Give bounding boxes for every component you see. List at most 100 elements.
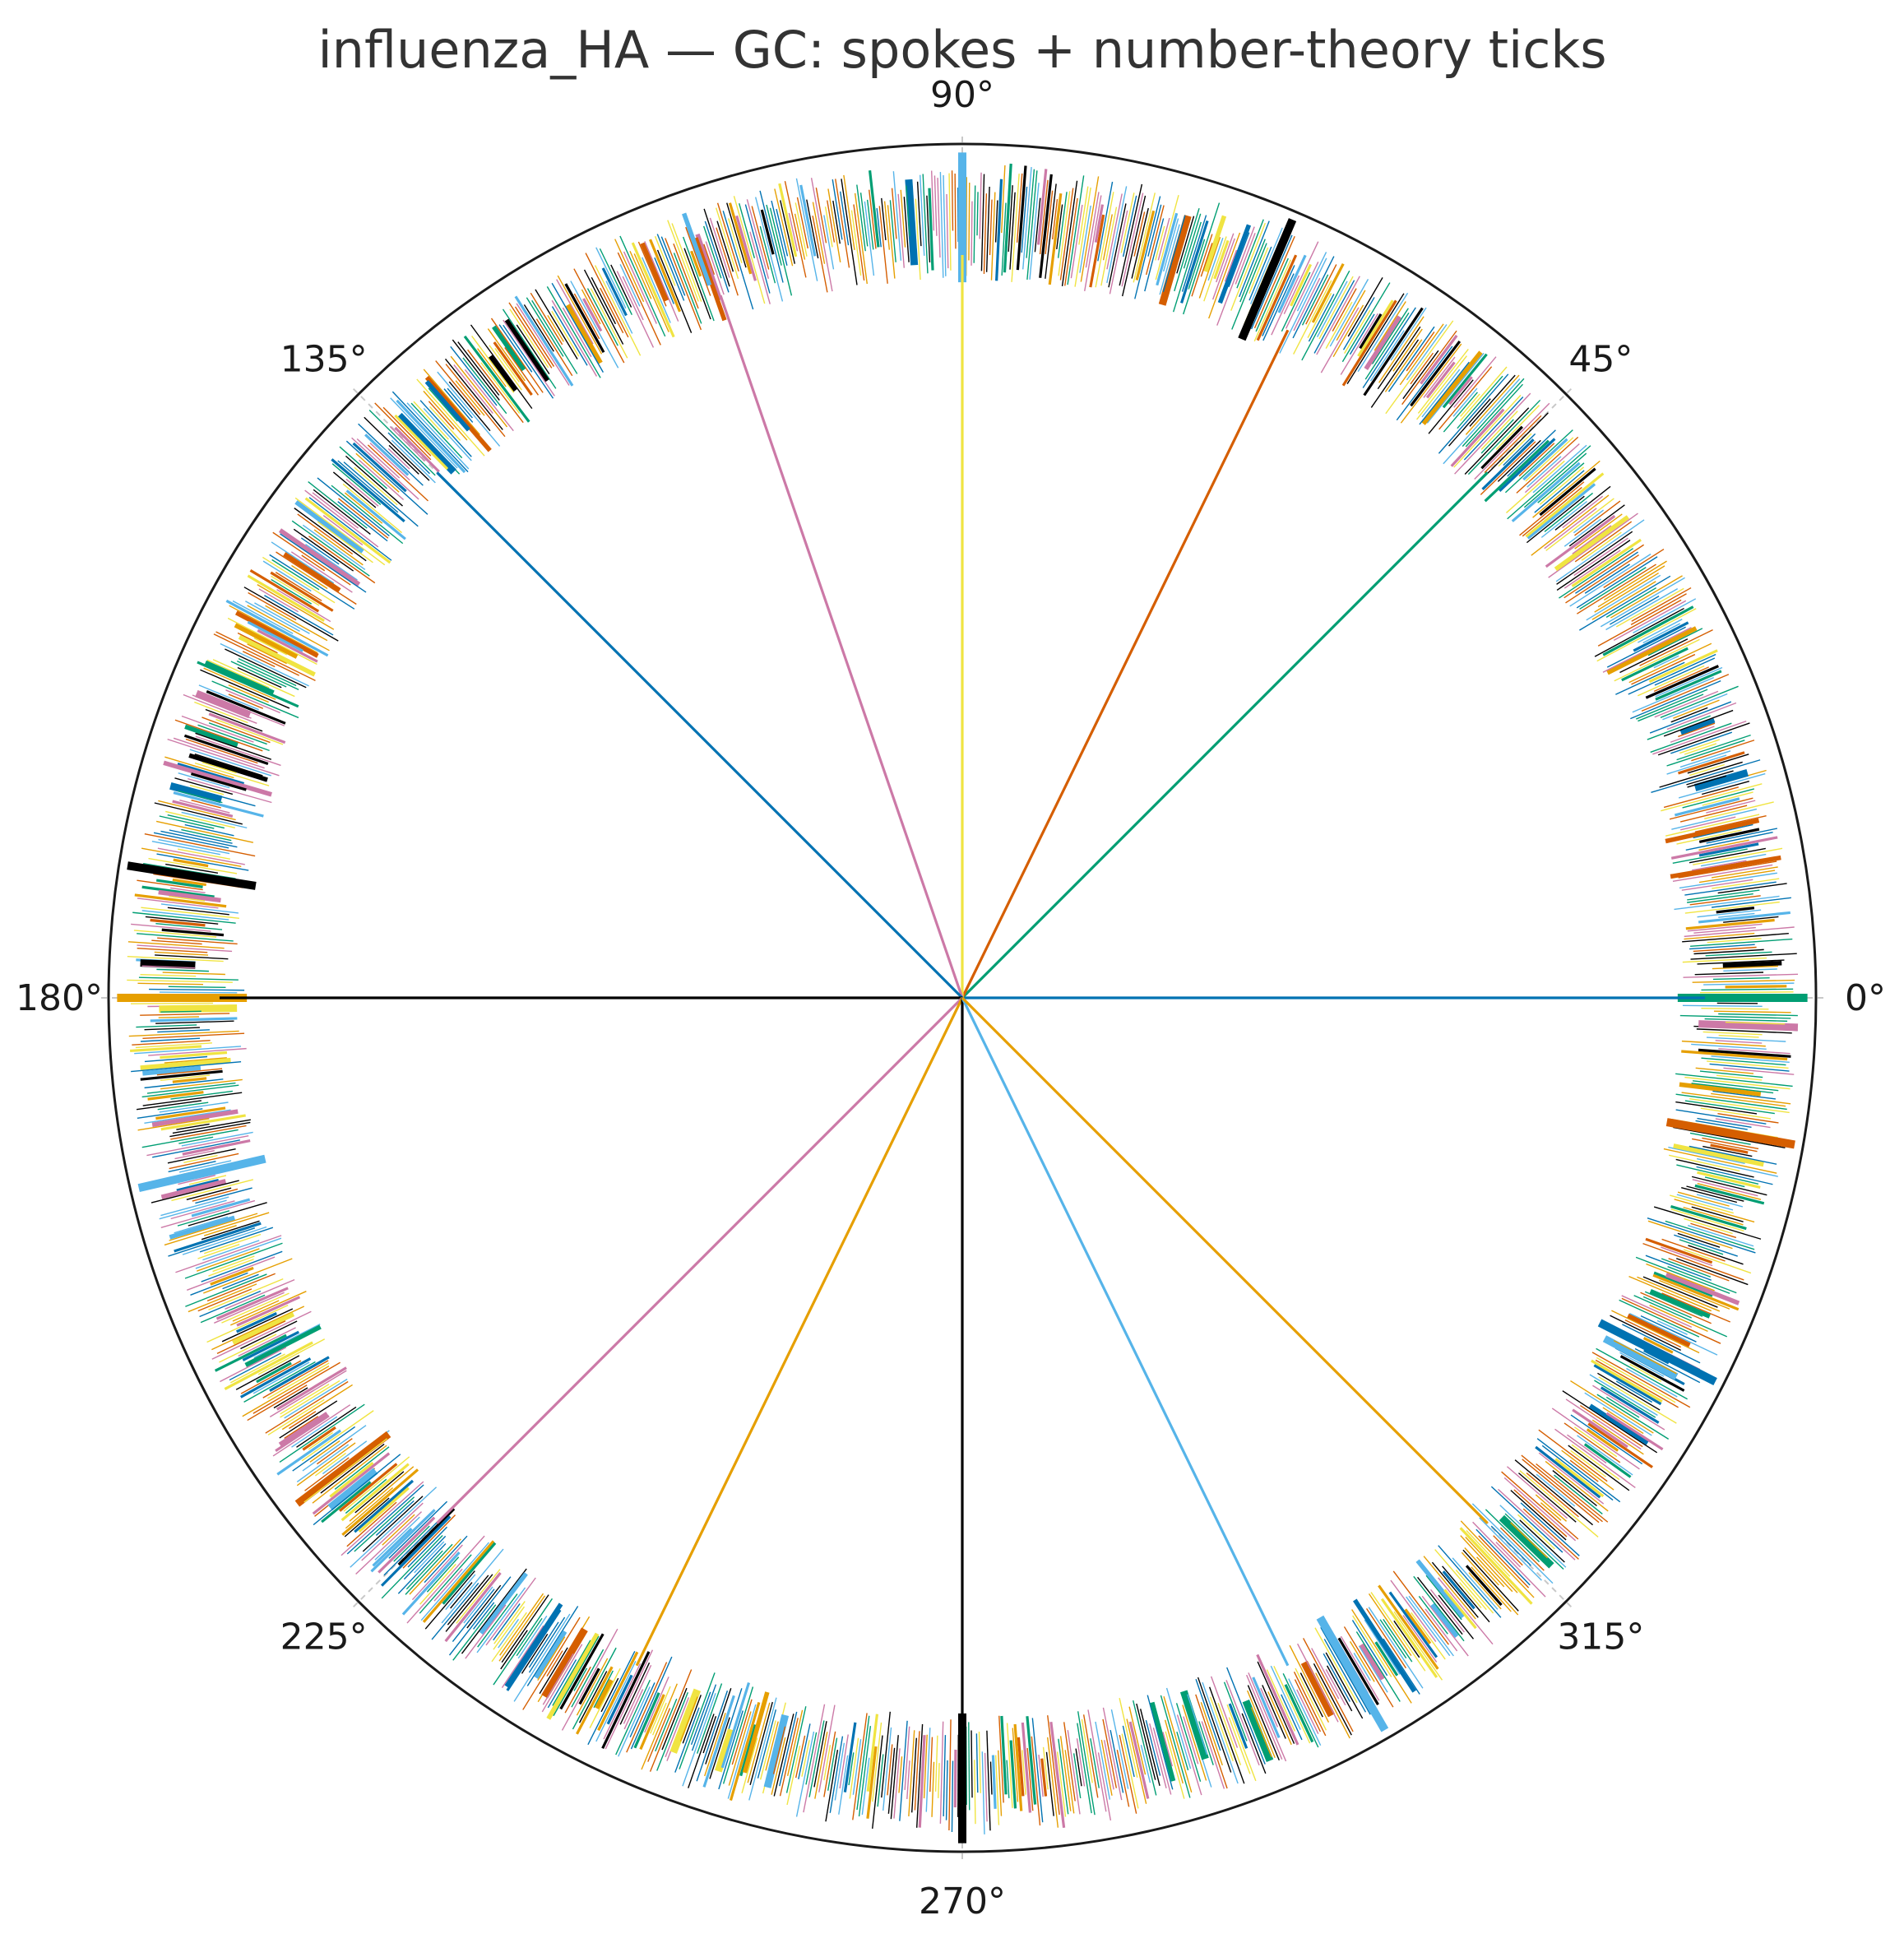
tick-1097 — [346, 1484, 424, 1555]
tick-173 — [1555, 519, 1645, 582]
tick-430 — [1000, 165, 1006, 234]
tick-1676 — [1645, 1255, 1712, 1281]
tick-30 — [1718, 912, 1755, 918]
tick-107 — [1662, 693, 1728, 721]
tick-1386 — [1100, 1739, 1113, 1796]
tick-1519 — [1421, 1595, 1469, 1657]
tick-1510 — [1388, 1591, 1438, 1658]
tick-584 — [581, 289, 601, 325]
tick-1658 — [1621, 1295, 1693, 1328]
tick-347 — [1211, 238, 1235, 300]
tick-1079 — [312, 1452, 391, 1515]
tick-66 — [1671, 808, 1758, 830]
tick-437 — [980, 174, 985, 271]
tick-1259 — [749, 1701, 773, 1785]
tick-821 — [158, 800, 236, 821]
tick-1300 — [866, 1714, 879, 1792]
tick-1628 — [1615, 1380, 1653, 1403]
tick-1107 — [370, 1509, 436, 1573]
tick-643 — [447, 387, 473, 419]
tick-1598 — [1568, 1445, 1630, 1491]
tick-1257 — [741, 1737, 758, 1794]
tick-1095 — [346, 1501, 397, 1547]
tick-465 — [903, 197, 910, 262]
tick-194 — [1525, 472, 1605, 538]
tick-979 — [182, 1226, 267, 1255]
tick-246 — [1452, 387, 1478, 417]
tick-1103 — [382, 1514, 415, 1546]
tick-81 — [1686, 770, 1734, 786]
tick-1392 — [1110, 1709, 1129, 1789]
tick-650 — [423, 390, 468, 441]
tick-1497 — [1352, 1598, 1417, 1693]
tick-1205 — [606, 1674, 633, 1725]
tick-961 — [186, 1187, 232, 1200]
tick-1556 — [1490, 1525, 1531, 1566]
tick-624 — [488, 355, 517, 392]
tick-973 — [169, 1213, 258, 1241]
tick-193 — [1526, 483, 1596, 540]
tick-1769 — [1725, 1021, 1786, 1025]
tick-238 — [1465, 374, 1520, 435]
tick-1110 — [393, 1525, 430, 1562]
tick-358 — [1180, 220, 1209, 304]
tick-190 — [1540, 500, 1587, 538]
tick-1324 — [934, 1735, 938, 1792]
tick-393 — [1097, 181, 1114, 262]
tick-919 — [172, 1077, 207, 1083]
tick-1127 — [419, 1563, 456, 1605]
tick-212 — [1504, 429, 1573, 494]
tick-1675 — [1667, 1266, 1737, 1294]
tick-1153 — [476, 1587, 526, 1653]
tick-1716 — [1668, 1154, 1740, 1172]
tick-210 — [1525, 437, 1574, 482]
tick-991 — [187, 1256, 276, 1291]
tick-1693 — [1690, 1222, 1737, 1239]
tick-33 — [1684, 901, 1780, 914]
tick-1538 — [1468, 1572, 1502, 1610]
tick-1575 — [1540, 1502, 1562, 1521]
tick-827 — [184, 823, 234, 837]
tick-491 — [827, 188, 841, 262]
tick-1277 — [795, 1731, 815, 1817]
tick-216 — [1507, 429, 1556, 477]
tick-202 — [1511, 461, 1581, 522]
tick-1673 — [1646, 1263, 1715, 1292]
tick-1763 — [1706, 1037, 1786, 1042]
tick-1400 — [1140, 1744, 1151, 1783]
tick-985 — [195, 1237, 282, 1269]
tick-411 — [1051, 198, 1059, 240]
tick-54 — [1698, 842, 1759, 857]
tick-1305 — [881, 1711, 892, 1798]
tick-50 — [1700, 853, 1767, 867]
tick-856 — [160, 903, 239, 914]
tick-542 — [685, 226, 711, 296]
tick-420 — [1026, 169, 1035, 258]
tick-820 — [172, 800, 234, 818]
tick-1709 — [1692, 1179, 1758, 1197]
tick-1368 — [1049, 1721, 1066, 1829]
tick-1695 — [1653, 1206, 1762, 1240]
tick-1350 — [1006, 1760, 1010, 1798]
tick-908 — [134, 1046, 242, 1055]
tick-987 — [184, 1242, 283, 1279]
tick-1603 — [1577, 1435, 1633, 1476]
tick-390 — [1100, 206, 1118, 286]
tick-656 — [410, 402, 463, 459]
tick-1087 — [340, 1463, 410, 1522]
tick-333 — [1249, 227, 1283, 304]
tick-7 — [1712, 977, 1770, 981]
tick-1404 — [1145, 1719, 1161, 1776]
tick-598 — [535, 289, 578, 360]
tick-701 — [313, 489, 371, 536]
tick-1252 — [728, 1711, 752, 1786]
tick-401 — [1078, 186, 1089, 245]
tick-1570 — [1520, 1502, 1580, 1556]
tick-1317 — [914, 1731, 920, 1811]
tick-1150 — [479, 1572, 528, 1635]
tick-1417 — [1175, 1703, 1202, 1782]
tick-785 — [194, 701, 248, 724]
tick-1118 — [414, 1541, 445, 1574]
tick-1236 — [691, 1684, 717, 1751]
tick-38 — [1687, 889, 1760, 901]
